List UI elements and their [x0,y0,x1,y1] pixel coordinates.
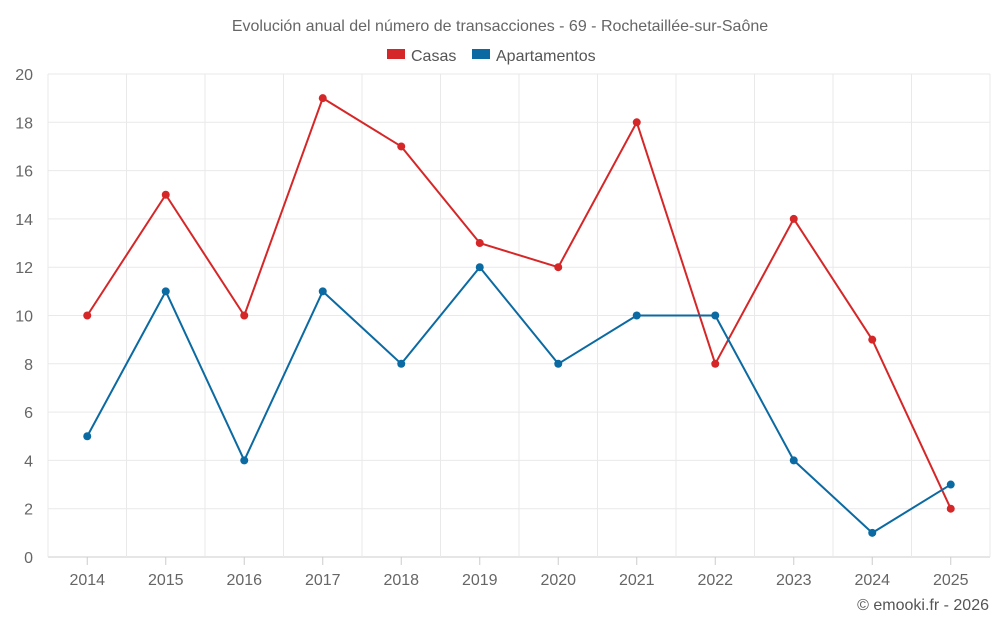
data-point-casas[interactable] [83,311,92,320]
credit-text: © emooki.fr - 2026 [857,597,989,614]
data-point-casas[interactable] [946,504,955,513]
data-point-apartamentos[interactable] [946,480,955,489]
data-point-apartamentos[interactable] [868,528,877,537]
data-point-apartamentos[interactable] [318,287,327,296]
x-tick-label: 2017 [305,572,341,589]
x-tick-label: 2015 [148,572,184,589]
legend-swatch-apartamentos [472,49,490,59]
y-tick-label: 6 [24,405,33,422]
data-point-apartamentos[interactable] [554,359,563,368]
x-tick-label: 2016 [226,572,262,589]
data-point-casas[interactable] [397,142,406,151]
data-point-apartamentos[interactable] [632,311,641,320]
data-point-casas[interactable] [240,311,249,320]
x-tick-label: 2018 [383,572,419,589]
x-tick-label: 2025 [933,572,969,589]
x-tick-label: 2014 [69,572,105,589]
chart-title: Evolución anual del número de transaccio… [232,18,768,35]
legend-label-apartamentos[interactable]: Apartamentos [496,48,596,65]
y-tick-label: 2 [24,502,33,519]
series-casas [83,94,955,513]
y-tick-label: 16 [15,164,33,181]
data-point-apartamentos[interactable] [161,287,170,296]
data-point-casas[interactable] [868,335,877,344]
y-tick-label: 4 [24,453,33,470]
y-tick-label: 0 [24,550,33,567]
data-point-apartamentos[interactable] [240,456,249,465]
data-point-casas[interactable] [789,214,798,223]
data-point-apartamentos[interactable] [789,456,798,465]
y-tick-label: 14 [15,212,33,229]
data-point-apartamentos[interactable] [475,263,484,272]
data-point-casas[interactable] [475,239,484,248]
x-tick-label: 2020 [540,572,576,589]
x-tick-label: 2019 [462,572,498,589]
legend-label-casas[interactable]: Casas [411,48,456,65]
series-apartamentos [83,263,955,537]
y-tick-label: 12 [15,260,33,277]
series-group [83,94,955,537]
data-point-casas[interactable] [711,359,720,368]
series-line-apartamentos [86,266,952,534]
x-tick-label: 2022 [697,572,733,589]
series-line-casas [86,97,952,510]
data-point-casas[interactable] [318,94,327,103]
legend-swatch-casas [387,49,405,59]
y-tick-label: 8 [24,357,33,374]
y-tick-label: 20 [15,67,33,84]
data-point-casas[interactable] [161,190,170,199]
x-tick-label: 2021 [619,572,655,589]
x-axis: 2014 2015 2016 2017 2018 2019 2020 2021 2022 2023… [69,557,969,589]
legend: Casas Apartamentos [387,48,596,65]
data-point-casas[interactable] [554,263,563,272]
data-point-apartamentos[interactable] [711,311,720,320]
data-point-apartamentos[interactable] [83,432,92,441]
x-tick-label: 2023 [776,572,812,589]
y-tick-label: 10 [15,309,33,326]
data-point-apartamentos[interactable] [397,359,406,368]
data-point-casas[interactable] [632,118,641,127]
y-axis: 0 2 4 6 8 10 12 14 16 18 20 [15,67,33,567]
x-tick-label: 2024 [854,572,890,589]
y-tick-label: 18 [15,115,33,132]
